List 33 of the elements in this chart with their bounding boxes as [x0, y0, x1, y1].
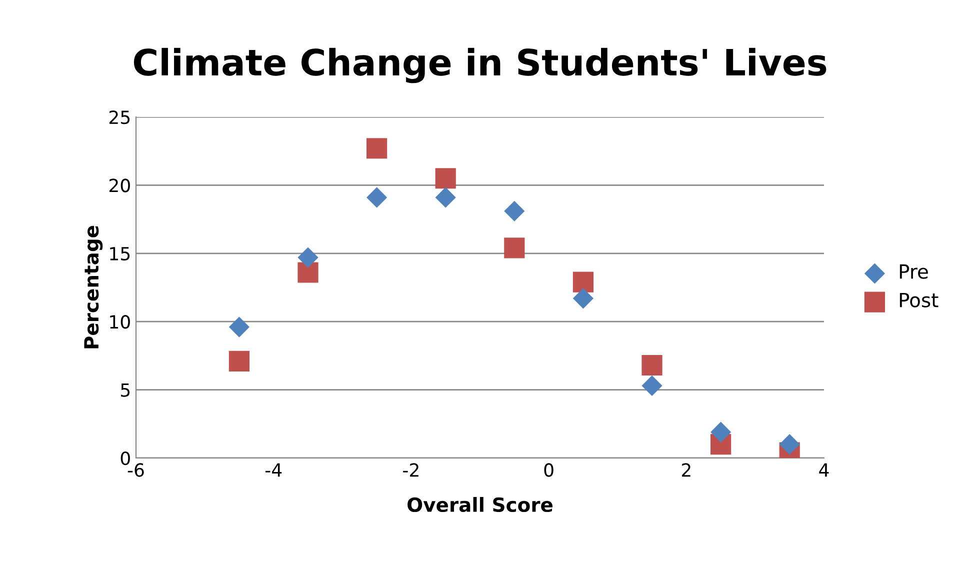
- legend-label: Pre: [900, 264, 928, 279]
- legend-label: Post: [900, 292, 938, 308]
- point: [504, 200, 525, 222]
- x-tick-label: -6: [128, 463, 144, 477]
- y-tick-label: 10: [110, 315, 130, 329]
- point: [435, 168, 456, 189]
- point: [572, 272, 594, 292]
- point: [366, 187, 388, 208]
- x-tick-label: 0: [544, 463, 554, 477]
- point: [366, 138, 388, 159]
- point: [298, 247, 318, 268]
- point: [435, 187, 456, 208]
- x-tick-label: 2: [682, 463, 690, 477]
- y-tick-label: 15: [110, 247, 130, 261]
- y-tick-label: 5: [121, 383, 130, 397]
- point: [710, 422, 732, 442]
- y-tick-label: 0: [120, 451, 130, 466]
- point: [642, 354, 662, 376]
- y-tick-label: 25: [109, 110, 130, 124]
- point: [779, 434, 800, 455]
- point: [228, 316, 250, 338]
- point: [642, 375, 662, 396]
- x-tick-label: -2: [403, 463, 418, 477]
- point: [572, 288, 594, 309]
- point: [504, 238, 525, 258]
- chart-title: Climate Change in Students' Lives: [134, 48, 826, 84]
- y-tick-label: 20: [109, 178, 130, 192]
- x-tick-label: 4: [819, 463, 829, 477]
- x-tick-label: -4: [265, 463, 282, 477]
- y-axis-title: Percentage: [84, 226, 103, 348]
- point: [228, 350, 250, 372]
- point: [298, 262, 318, 283]
- x-axis-title: Overall Score: [408, 497, 552, 512]
